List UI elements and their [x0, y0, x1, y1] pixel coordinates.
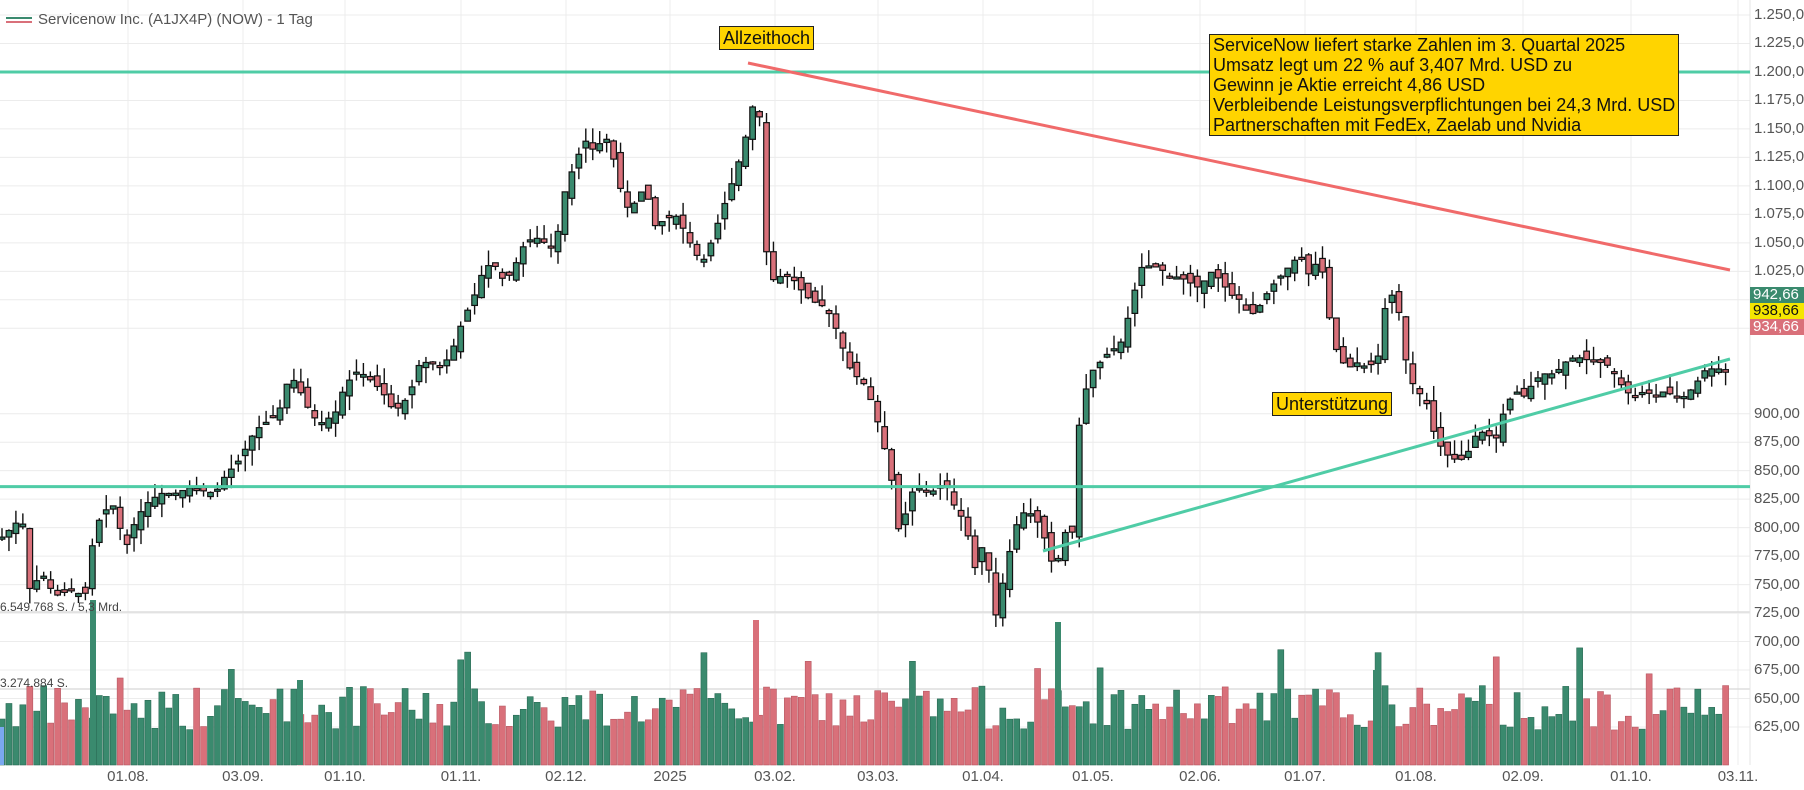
- y-tick-label: 750,00: [1754, 575, 1800, 593]
- y-tick-label: 875,00: [1754, 433, 1800, 451]
- news-line: Partnerschaften mit FedEx, Zaelab und Nv…: [1213, 115, 1582, 135]
- price-tag-last: 938,66: [1750, 303, 1804, 319]
- y-tick-label: 850,00: [1754, 461, 1800, 479]
- y-tick-label: 725,00: [1754, 604, 1800, 622]
- y-tick-label: 900,00: [1754, 404, 1800, 422]
- y-tick-label: 1.100,00: [1754, 176, 1804, 194]
- x-tick-label: 01.10.: [324, 768, 366, 785]
- x-tick-label: 01.07.: [1284, 768, 1326, 785]
- x-tick-label: 01.04.: [962, 768, 1004, 785]
- y-tick-label: 1.225,00: [1754, 34, 1804, 52]
- series-swatch-icon: [6, 16, 32, 23]
- volume-mid-label: 3.274.884 S.: [0, 676, 69, 690]
- volume-bars: [0, 600, 1729, 766]
- news-line: Gewinn je Aktie erreicht 4,86 USD: [1213, 75, 1486, 95]
- trend-lines: [0, 61, 1750, 553]
- y-tick-label: 825,00: [1754, 490, 1800, 508]
- candlesticks: [0, 105, 1730, 627]
- news-line: Verbleibende Leistungsverpflichtungen be…: [1213, 95, 1676, 115]
- y-tick-label: 1.150,00: [1754, 119, 1804, 137]
- news-line: Umsatz legt um 22 % auf 3,407 Mrd. USD z…: [1213, 55, 1573, 75]
- y-tick-label: 800,00: [1754, 518, 1800, 536]
- y-tick-label: 775,00: [1754, 547, 1800, 565]
- x-tick-label: 03.02.: [754, 768, 796, 785]
- y-tick-label: 1.050,00: [1754, 233, 1804, 251]
- support-annotation: Unterstützung: [1272, 392, 1393, 416]
- news-line: ServiceNow liefert starke Zahlen im 3. Q…: [1213, 35, 1626, 55]
- y-tick-label: 625,00: [1754, 718, 1800, 735]
- y-tick-label: 1.250,00: [1754, 6, 1804, 23]
- all-time-high-annotation: Allzeithoch: [719, 26, 815, 50]
- x-tick-label: 01.05.: [1072, 768, 1114, 785]
- x-tick-label: 03.11.: [1717, 768, 1759, 785]
- x-tick-label: 01.11.: [440, 768, 482, 785]
- y-tick-label: 1.175,00: [1754, 91, 1804, 109]
- y-tick-label: 1.125,00: [1754, 148, 1804, 166]
- x-tick-label: 2025: [653, 768, 687, 785]
- price-tag-high: 942,66: [1750, 287, 1804, 303]
- x-tick-label: 01.10.: [1610, 768, 1652, 785]
- y-tick-label: 650,00: [1754, 689, 1800, 707]
- x-tick-label: 03.09.: [222, 768, 264, 785]
- news-annotation-box: ServiceNow liefert starke Zahlen im 3. Q…: [1209, 34, 1680, 136]
- x-tick-label: 01.08.: [1395, 768, 1437, 785]
- y-tick-label: 1.025,00: [1754, 262, 1804, 280]
- chart-legend: Servicenow Inc. (A1JX4P) (NOW) - 1 Tag: [6, 11, 313, 28]
- chart-title: Servicenow Inc. (A1JX4P) (NOW) - 1 Tag: [38, 11, 313, 28]
- volume-max-label: 6.549.768 S. / 5,3 Mrd.: [0, 600, 123, 614]
- x-tick-label: 02.12.: [545, 768, 587, 785]
- x-tick-label: 02.09.: [1502, 768, 1544, 785]
- x-tick-label: 01.08.: [107, 768, 149, 785]
- y-tick-label: 1.200,00: [1754, 62, 1804, 80]
- x-tick-label: 02.06.: [1179, 768, 1221, 785]
- y-tick-label: 1.075,00: [1754, 205, 1804, 223]
- y-tick-label: 675,00: [1754, 661, 1800, 679]
- x-tick-label: 03.03.: [857, 768, 899, 785]
- y-tick-label: 700,00: [1754, 632, 1800, 650]
- price-tag-low: 934,66: [1750, 319, 1804, 335]
